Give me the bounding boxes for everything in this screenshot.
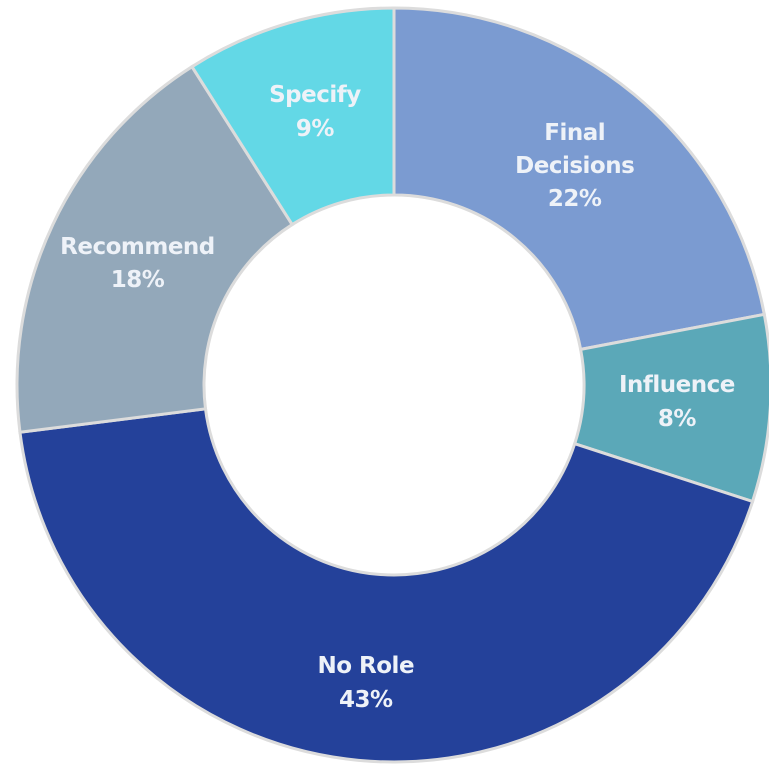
label-text: Specify 9% xyxy=(215,79,415,146)
value-label: 22% xyxy=(547,186,602,213)
label-text: Influence 8% xyxy=(577,369,769,436)
label-text: Recommend 18% xyxy=(37,231,237,298)
slice xyxy=(189,6,396,227)
slice-label: Specify 9% xyxy=(215,53,415,173)
slice-label: No Role 43% xyxy=(266,624,466,744)
slice xyxy=(15,64,295,434)
category-label: Influence xyxy=(618,372,735,399)
value-label: 9% xyxy=(295,115,335,142)
slice-label: Recommend 18% xyxy=(37,204,237,324)
label-box: Final Decisions 22% xyxy=(475,107,675,227)
label-box: No Role 43% xyxy=(266,624,466,744)
label-text: Final Decisions 22% xyxy=(475,117,675,217)
category-label: No Role xyxy=(317,653,415,680)
category-label: Specify xyxy=(269,82,361,109)
slice xyxy=(18,407,755,764)
category-label: Recommend xyxy=(60,233,215,260)
category-label: Final Decisions xyxy=(515,119,635,179)
value-label: 18% xyxy=(110,267,165,294)
label-box: Influence 8% xyxy=(577,343,769,463)
slice xyxy=(392,6,767,352)
label-box: Recommend 18% xyxy=(37,204,237,324)
label-text: No Role 43% xyxy=(266,650,466,717)
value-label: 43% xyxy=(338,686,393,713)
value-label: 8% xyxy=(657,405,697,432)
label-box: Specify 9% xyxy=(215,53,415,173)
slice-label: Final Decisions 22% xyxy=(475,107,675,227)
slice-label: Influence 8% xyxy=(577,343,769,463)
